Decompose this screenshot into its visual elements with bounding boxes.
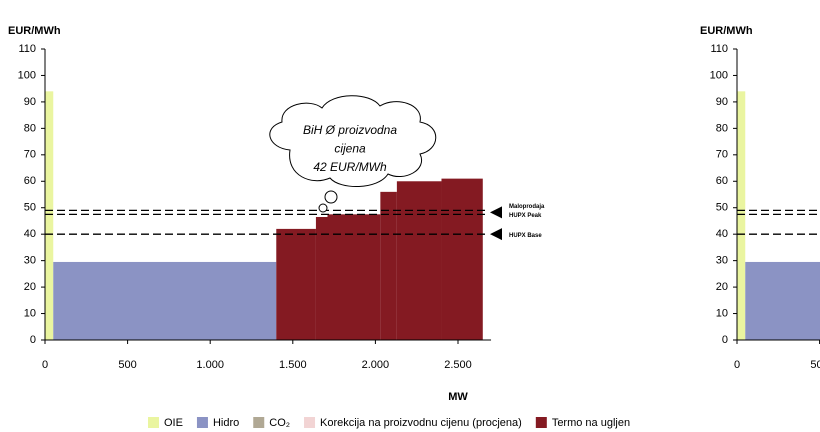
legend-swatch <box>253 417 265 428</box>
bar <box>276 228 316 340</box>
arrow-marker <box>490 228 502 241</box>
y-tick-label: 50 <box>24 202 36 214</box>
y-tick-label: 20 <box>716 281 728 293</box>
y-tick-label: 50 <box>716 202 728 214</box>
y-tick-label: 70 <box>24 149 36 161</box>
y-tick-label: 90 <box>716 96 728 108</box>
bar <box>380 191 397 340</box>
y-tick-label: 30 <box>716 255 728 267</box>
y-tick-label: 60 <box>24 175 36 187</box>
x-tick-label: 500 <box>810 359 820 371</box>
cloud-shape <box>269 95 437 188</box>
x-tick-label: 2.000 <box>362 359 390 371</box>
chart-right: 0 10 20 30 40 50 60 70 80 90 100 110 0 500 EUR/MWh <box>700 25 820 371</box>
y-tick-label: 110 <box>18 43 36 55</box>
y-tick-label: 90 <box>24 96 36 108</box>
y-axis-title: EUR/MWh <box>700 25 753 37</box>
legend-swatch <box>304 417 316 428</box>
y-tick-label: 30 <box>24 255 36 267</box>
bar <box>737 91 746 340</box>
x-tick-label: 0 <box>42 359 48 371</box>
y-tick-label: 0 <box>722 334 728 346</box>
legend-label: OIE <box>164 417 183 429</box>
y-axis-title: EUR/MWh <box>8 25 61 37</box>
y-tick-label: 20 <box>24 281 36 293</box>
x-tick-label: 1.500 <box>279 359 307 371</box>
y-tick-label: 80 <box>24 122 36 134</box>
legend-label: Korekcija na proizvodnu cijenu (procjena… <box>320 417 522 429</box>
y-tick-label: 100 <box>18 69 36 81</box>
legend-label: Hidro <box>213 417 239 429</box>
legend-swatch <box>535 417 547 428</box>
x-axis-title: MW <box>448 391 468 403</box>
chart-left: 0 10 20 30 40 50 60 70 80 90 100 110 0 500 1.000 1.500 2… <box>8 25 545 403</box>
cloud-bubble <box>318 203 328 213</box>
x-tick-label: 0 <box>734 359 740 371</box>
arrow-marker <box>490 206 502 219</box>
annotation-text: 42 EUR/MWh <box>313 160 387 174</box>
legend: OIE Hidro CO₂ Korekcija na proizvodnu cijen… <box>148 417 630 429</box>
x-tick-label: 500 <box>118 359 136 371</box>
x-tick-label: 2.500 <box>444 359 472 371</box>
reference-label: HUPX Base <box>509 233 542 239</box>
y-tick-label: 60 <box>716 175 728 187</box>
reference-label: Maloprodaja <box>509 204 545 210</box>
bar <box>53 261 277 340</box>
legend-swatch <box>196 417 208 428</box>
y-tick-label: 70 <box>716 149 728 161</box>
y-tick-label: 10 <box>716 307 728 319</box>
reference-label: HUPX Peak <box>509 213 542 219</box>
y-tick-label: 110 <box>710 43 728 55</box>
y-tick-label: 40 <box>716 228 728 240</box>
bar <box>745 261 820 340</box>
y-tick-label: 100 <box>710 69 728 81</box>
annotation-text: BiH Ø proizvodna <box>303 123 397 137</box>
bar <box>327 214 381 340</box>
bar <box>396 181 442 340</box>
bar <box>45 91 54 340</box>
annotation: BiH Ø proizvodna cijena 42 EUR/MWh <box>269 95 437 213</box>
annotation-text: cijena <box>334 142 366 156</box>
y-tick-label: 40 <box>24 228 36 240</box>
bar <box>441 178 483 340</box>
y-tick-label: 10 <box>24 307 36 319</box>
legend-label: Termo na ugljen <box>552 417 630 429</box>
legend-label: CO₂ <box>269 417 290 429</box>
cloud-bubble <box>324 190 338 204</box>
y-tick-label: 0 <box>30 334 36 346</box>
y-tick-label: 80 <box>716 122 728 134</box>
bar <box>315 216 328 340</box>
x-tick-label: 1.000 <box>196 359 224 371</box>
legend-swatch <box>148 417 159 428</box>
